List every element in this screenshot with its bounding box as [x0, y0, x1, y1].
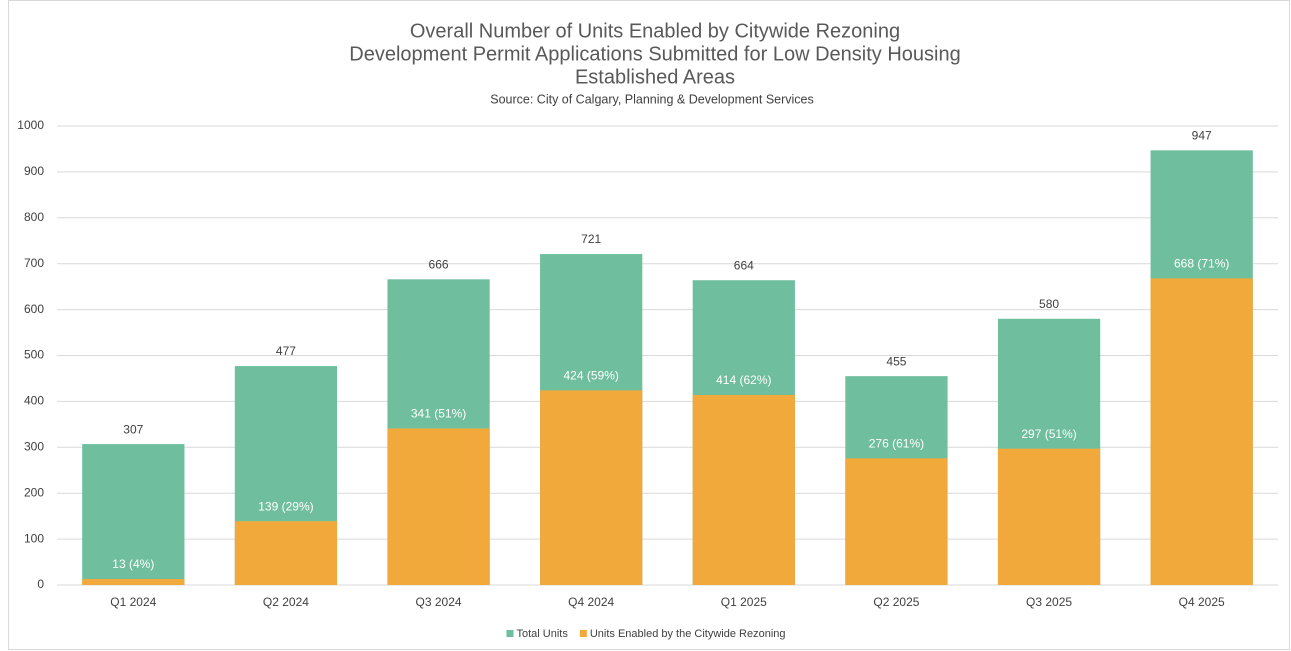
bar	[1150, 278, 1253, 585]
data-label: 139 (29%)	[258, 499, 313, 513]
data-label: 580	[1039, 297, 1059, 311]
bar	[82, 579, 185, 585]
chart-title: Overall Number of Units Enabled by Cityw…	[410, 20, 900, 42]
data-label: 297 (51%)	[1021, 427, 1076, 441]
legend-label: Units Enabled by the Citywide Rezoning	[590, 628, 786, 640]
chart-title: Development Permit Applications Submitte…	[349, 43, 960, 65]
bar	[234, 521, 338, 585]
chart-title: Established Areas	[575, 66, 735, 88]
data-label: 668 (71%)	[1174, 257, 1229, 271]
x-tick-label: Q1 2025	[721, 595, 767, 609]
x-tick-label: Q4 2024	[568, 595, 614, 609]
x-tick-label: Q4 2025	[1179, 595, 1225, 609]
y-tick-label: 100	[24, 531, 44, 545]
data-label: 276 (61%)	[869, 436, 924, 450]
y-tick-label: 500	[24, 348, 44, 362]
y-tick-label: 800	[24, 210, 44, 224]
data-label: 721	[581, 232, 601, 246]
legend-swatch	[506, 630, 514, 637]
bar	[997, 448, 1101, 585]
bar	[692, 394, 795, 585]
legend-label: Total Units	[516, 628, 568, 640]
data-label: 664	[734, 258, 754, 272]
y-tick-label: 1000	[17, 118, 44, 132]
bar	[845, 458, 948, 585]
y-tick-label: 200	[24, 485, 44, 499]
bar	[82, 444, 185, 585]
data-label: 455	[886, 354, 906, 368]
y-tick-label: 700	[24, 256, 44, 270]
data-label: 341 (51%)	[411, 407, 466, 421]
data-label: 947	[1192, 128, 1212, 142]
y-tick-label: 900	[24, 164, 44, 178]
bar	[540, 390, 643, 585]
x-tick-label: Q3 2024	[416, 595, 462, 609]
x-tick-label: Q1 2024	[110, 595, 156, 609]
data-label: 13 (4%)	[112, 557, 154, 571]
y-tick-label: 600	[24, 302, 44, 316]
legend-swatch	[579, 630, 587, 637]
y-tick-label: 400	[24, 394, 44, 408]
data-label: 477	[276, 344, 296, 358]
data-label: 424 (59%)	[564, 369, 619, 383]
chart-subtitle: Source: City of Calgary, Planning & Deve…	[490, 92, 814, 106]
data-label: 666	[429, 257, 449, 271]
bar	[387, 428, 490, 585]
x-tick-label: Q2 2025	[873, 595, 919, 609]
data-label: 414 (62%)	[716, 373, 771, 387]
y-tick-label: 300	[24, 439, 44, 453]
x-tick-label: Q3 2025	[1026, 595, 1072, 609]
data-label: 307	[123, 422, 143, 436]
y-tick-label: 0	[37, 577, 44, 591]
x-tick-label: Q2 2024	[263, 595, 309, 609]
